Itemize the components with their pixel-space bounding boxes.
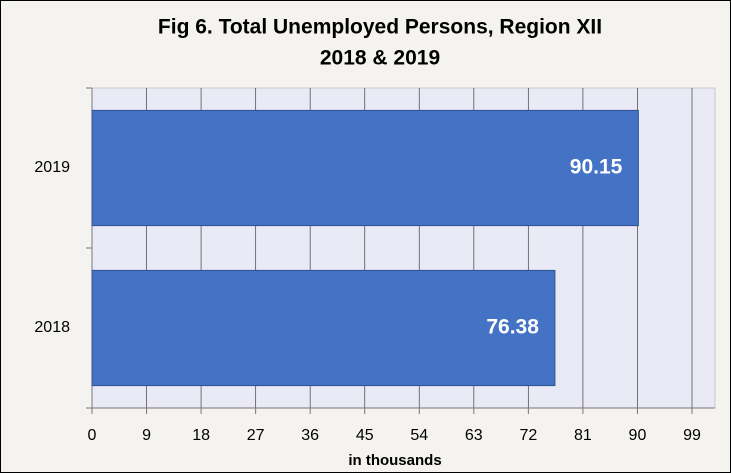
value-label: 90.15 [570, 156, 623, 179]
bar [91, 109, 639, 227]
x-tick-label: 27 [247, 427, 265, 444]
x-tick-label: 72 [519, 427, 537, 444]
x-tick-label: 0 [88, 427, 97, 444]
chart-subtitle: 2018 & 2019 [320, 47, 440, 70]
value-label: 76.38 [486, 316, 539, 339]
x-tick-label: 36 [301, 427, 319, 444]
x-tick-label: 18 [192, 427, 210, 444]
x-tick-label: 63 [465, 427, 483, 444]
x-tick-label: 9 [142, 427, 151, 444]
chart-title: Fig 6. Total Unemployed Persons, Region … [158, 16, 602, 39]
x-tick-label: 54 [410, 427, 428, 444]
x-tick-label: 81 [574, 427, 592, 444]
x-tick-label: 45 [356, 427, 374, 444]
y-tick-label: 2019 [34, 159, 70, 176]
bar [91, 269, 556, 387]
x-tick-label: 90 [629, 427, 647, 444]
x-axis-label: in thousands [348, 452, 441, 469]
y-tick-label: 2018 [34, 319, 70, 336]
x-tick-label: 99 [683, 427, 701, 444]
